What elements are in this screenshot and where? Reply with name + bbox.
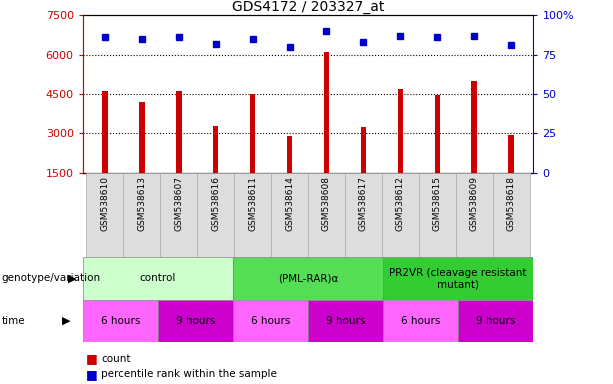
Bar — [345, 173, 382, 257]
Text: count: count — [101, 354, 131, 364]
Bar — [419, 173, 455, 257]
Bar — [213, 126, 218, 173]
Bar — [383, 300, 458, 342]
Text: GSM538612: GSM538612 — [396, 176, 405, 231]
Text: genotype/variation: genotype/variation — [1, 273, 101, 283]
Text: 9 hours: 9 hours — [176, 316, 215, 326]
Bar — [493, 173, 530, 257]
Bar — [250, 94, 256, 173]
Bar — [234, 173, 271, 257]
Text: GSM538607: GSM538607 — [174, 176, 183, 231]
Text: 6 hours: 6 hours — [101, 316, 140, 326]
Text: 9 hours: 9 hours — [326, 316, 365, 326]
Bar — [102, 91, 108, 173]
Text: GSM538613: GSM538613 — [137, 176, 147, 231]
Text: PR2VR (cleavage resistant
mutant): PR2VR (cleavage resistant mutant) — [389, 268, 527, 289]
Text: GSM538617: GSM538617 — [359, 176, 368, 231]
Text: GSM538616: GSM538616 — [211, 176, 220, 231]
Bar — [308, 173, 345, 257]
Text: GSM538608: GSM538608 — [322, 176, 331, 231]
Bar — [271, 173, 308, 257]
Text: time: time — [1, 316, 25, 326]
Text: ■: ■ — [86, 368, 97, 381]
Bar — [83, 300, 158, 342]
Bar — [161, 173, 197, 257]
Text: GSM538609: GSM538609 — [470, 176, 479, 231]
Text: GSM538610: GSM538610 — [101, 176, 109, 231]
Text: GSM538611: GSM538611 — [248, 176, 257, 231]
Text: ▶: ▶ — [68, 273, 77, 283]
Text: GSM538615: GSM538615 — [433, 176, 442, 231]
Bar — [398, 89, 403, 173]
Bar — [471, 81, 477, 173]
Bar — [360, 127, 366, 173]
Title: GDS4172 / 203327_at: GDS4172 / 203327_at — [232, 0, 384, 14]
Bar — [308, 300, 383, 342]
Text: GSM538614: GSM538614 — [285, 176, 294, 231]
Bar — [158, 300, 233, 342]
Text: 6 hours: 6 hours — [401, 316, 440, 326]
Bar — [86, 173, 123, 257]
Bar — [233, 257, 383, 300]
Text: ■: ■ — [86, 353, 97, 366]
Bar — [383, 257, 533, 300]
Bar — [176, 91, 181, 173]
Bar — [139, 102, 145, 173]
Bar — [508, 135, 514, 173]
Bar — [382, 173, 419, 257]
Text: ▶: ▶ — [62, 316, 70, 326]
Bar — [233, 300, 308, 342]
Text: (PML-RAR)α: (PML-RAR)α — [278, 273, 338, 283]
Text: 9 hours: 9 hours — [476, 316, 516, 326]
Text: 6 hours: 6 hours — [251, 316, 290, 326]
Text: percentile rank within the sample: percentile rank within the sample — [101, 369, 277, 379]
Bar — [83, 257, 233, 300]
Bar — [197, 173, 234, 257]
Bar — [435, 95, 440, 173]
Bar — [287, 136, 292, 173]
Bar — [123, 173, 161, 257]
Text: GSM538618: GSM538618 — [507, 176, 516, 231]
Bar — [455, 173, 493, 257]
Bar — [458, 300, 533, 342]
Bar — [324, 52, 329, 173]
Text: control: control — [140, 273, 176, 283]
